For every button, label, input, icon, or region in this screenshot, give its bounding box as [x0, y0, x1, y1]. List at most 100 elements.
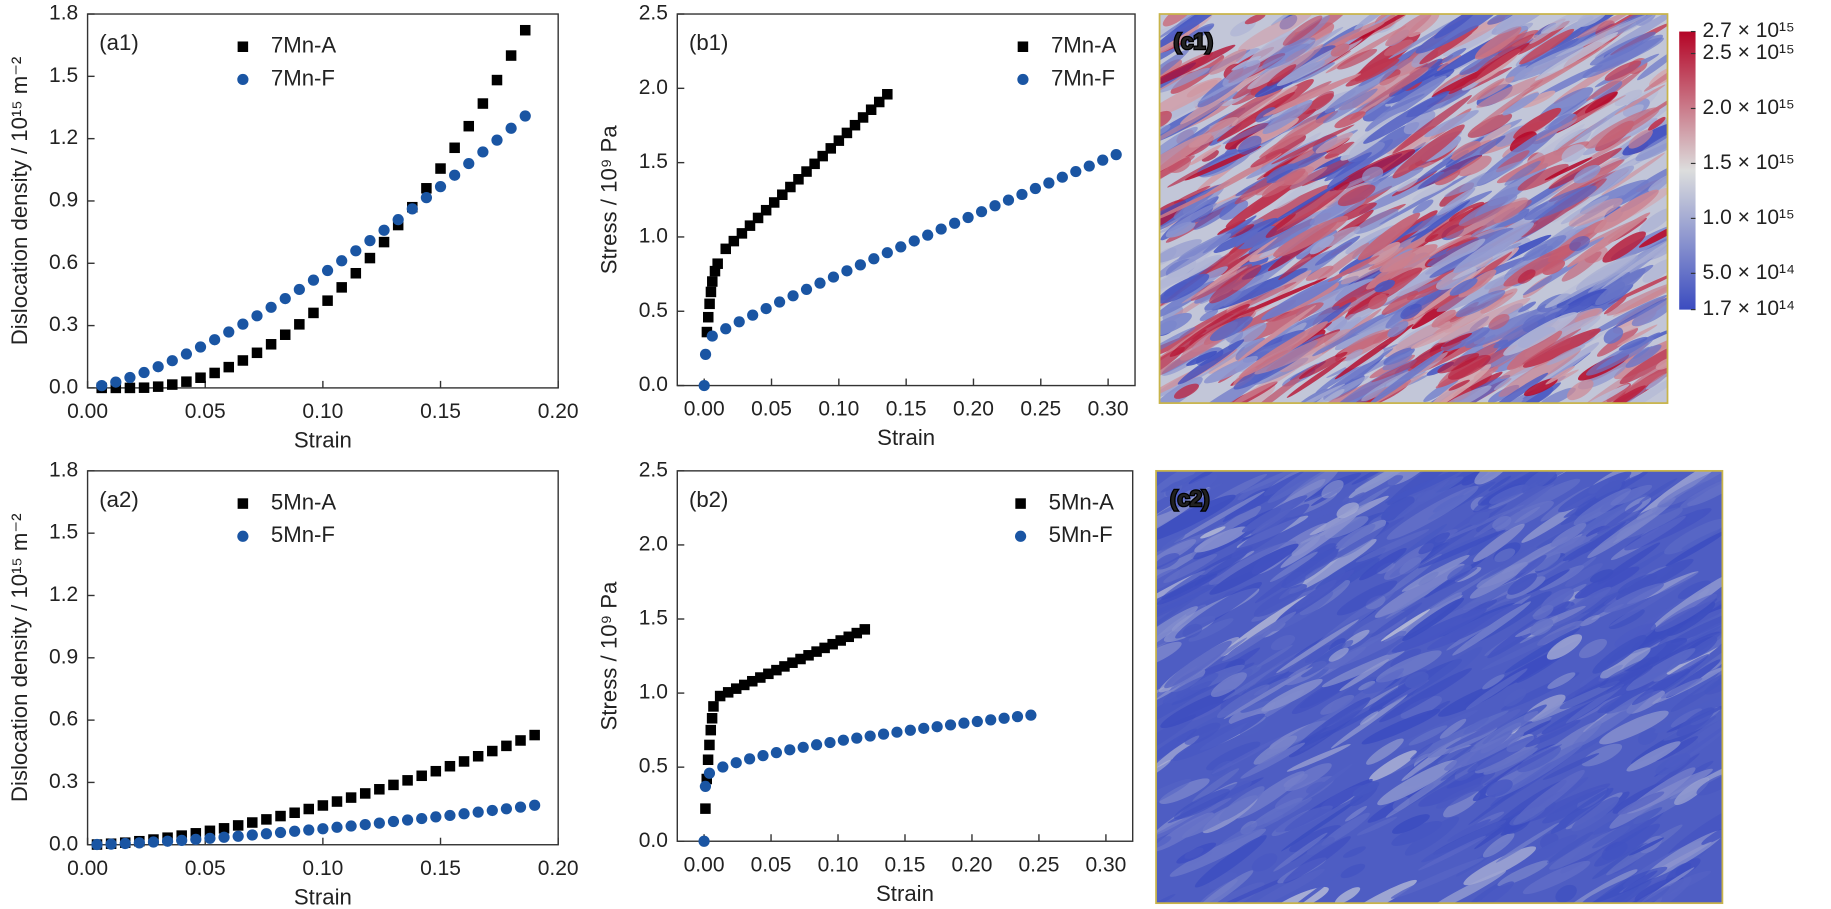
legend-marker — [1015, 498, 1026, 509]
data-point — [500, 803, 513, 815]
texture — [1418, 770, 1496, 807]
texture — [1468, 79, 1544, 134]
texture — [1159, 327, 1196, 358]
x-tick-label: 0.10 — [302, 400, 343, 423]
texture — [1273, 215, 1349, 257]
texture — [1366, 738, 1404, 765]
data-point — [895, 241, 907, 253]
y-tick-label: 1.2 — [49, 583, 78, 606]
texture — [1416, 489, 1436, 503]
texture — [1596, 327, 1639, 357]
data-point — [303, 803, 315, 815]
data-point — [841, 127, 853, 139]
data-point — [730, 683, 742, 694]
texture — [1566, 379, 1594, 401]
data-point — [773, 296, 786, 308]
texture — [1160, 471, 1203, 493]
texture — [1434, 14, 1476, 39]
texture — [1555, 884, 1577, 903]
texture — [1383, 39, 1414, 56]
panel-label: (b1) — [689, 30, 728, 55]
texture — [1469, 562, 1528, 599]
texture — [1467, 735, 1538, 773]
texture — [1322, 88, 1378, 124]
texture — [1301, 640, 1354, 678]
texture — [1594, 14, 1668, 59]
texture — [1625, 350, 1668, 395]
texture — [1354, 208, 1399, 234]
data-point — [472, 806, 484, 818]
legend-label: 5Mn-F — [1049, 522, 1113, 547]
texture — [1434, 168, 1461, 186]
texture — [1282, 15, 1323, 46]
y-tick-label: 1.0 — [639, 681, 668, 704]
texture — [1517, 163, 1569, 191]
data-point — [501, 740, 512, 752]
data-point — [434, 181, 447, 193]
texture — [1529, 342, 1600, 392]
x-tick-label: 0.00 — [684, 853, 725, 876]
texture — [1288, 539, 1377, 595]
texture — [1544, 157, 1593, 181]
texture — [1261, 275, 1343, 321]
texture — [1443, 791, 1481, 818]
texture — [1222, 60, 1261, 87]
texture — [1522, 261, 1580, 296]
texture — [1286, 356, 1347, 398]
data-point — [204, 825, 216, 837]
texture — [1655, 357, 1668, 370]
data-point — [817, 150, 828, 162]
texture — [1210, 672, 1247, 698]
texture — [1492, 515, 1512, 530]
texture — [1342, 846, 1366, 858]
texture — [1239, 716, 1269, 737]
texture — [1334, 324, 1414, 380]
texture — [1159, 778, 1210, 804]
texture — [1357, 212, 1421, 261]
texture — [1444, 161, 1524, 197]
texture — [1385, 220, 1424, 247]
x-tick-label: 0.15 — [886, 398, 927, 421]
texture — [1569, 236, 1591, 252]
texture — [1238, 14, 1314, 52]
texture — [1200, 526, 1226, 539]
texture — [1201, 150, 1219, 162]
texture — [1675, 615, 1723, 665]
texture — [1196, 237, 1278, 297]
legend-marker — [237, 41, 249, 52]
texture — [1493, 304, 1569, 349]
texture — [1266, 169, 1294, 184]
texture — [1519, 38, 1579, 67]
texture — [1573, 488, 1632, 526]
texture — [1169, 474, 1218, 505]
data-point — [814, 277, 826, 289]
data-point — [237, 355, 249, 366]
texture — [1393, 523, 1447, 564]
data-point — [308, 307, 319, 319]
data-point — [859, 624, 871, 635]
texture — [1597, 502, 1643, 535]
data-point — [705, 724, 717, 736]
texture — [1514, 506, 1541, 524]
data-point — [827, 638, 838, 650]
texture — [1581, 866, 1668, 904]
texture — [1156, 759, 1171, 779]
texture — [1199, 309, 1219, 322]
texture — [1592, 634, 1647, 674]
texture — [1209, 316, 1253, 342]
texture — [1428, 567, 1478, 595]
data-point — [336, 282, 347, 293]
data-point — [307, 274, 320, 286]
data-point — [935, 223, 947, 235]
data-point — [989, 200, 1001, 212]
texture — [1417, 135, 1506, 190]
data-point — [1016, 188, 1028, 201]
texture — [1576, 14, 1632, 39]
texture — [1674, 777, 1710, 806]
texture — [1440, 759, 1479, 781]
x-tick-label: 0.10 — [818, 853, 859, 876]
texture — [1349, 59, 1438, 121]
data-point — [1056, 171, 1068, 183]
texture — [1469, 511, 1490, 526]
texture — [1585, 337, 1654, 376]
